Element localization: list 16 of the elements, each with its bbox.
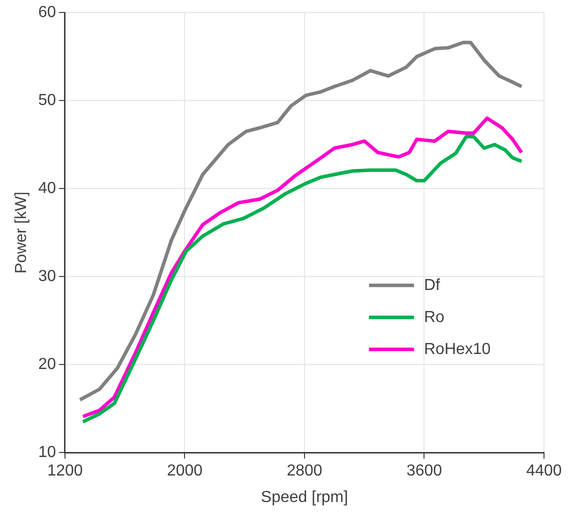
y-tick-label: 10 — [38, 444, 56, 462]
legend-label: RoHex10 — [424, 340, 491, 358]
x-tick-label: 2800 — [286, 462, 322, 480]
x-tick-label: 1200 — [47, 462, 83, 480]
y-tick-label: 50 — [38, 92, 56, 110]
y-tick-label: 30 — [38, 268, 56, 286]
y-tick-label: 60 — [38, 4, 56, 22]
x-tick-label: 2000 — [166, 462, 203, 480]
x-axis-title: Speed [rpm] — [260, 488, 348, 506]
y-tick-label: 20 — [38, 356, 56, 374]
x-tick-label: 3600 — [406, 462, 442, 480]
x-tick-label: 4400 — [526, 462, 562, 480]
y-tick-label: 40 — [38, 180, 56, 198]
legend-label: Ro — [424, 308, 445, 326]
y-axis-title: Power [kW] — [13, 192, 30, 274]
legend-label: Df — [424, 276, 441, 294]
